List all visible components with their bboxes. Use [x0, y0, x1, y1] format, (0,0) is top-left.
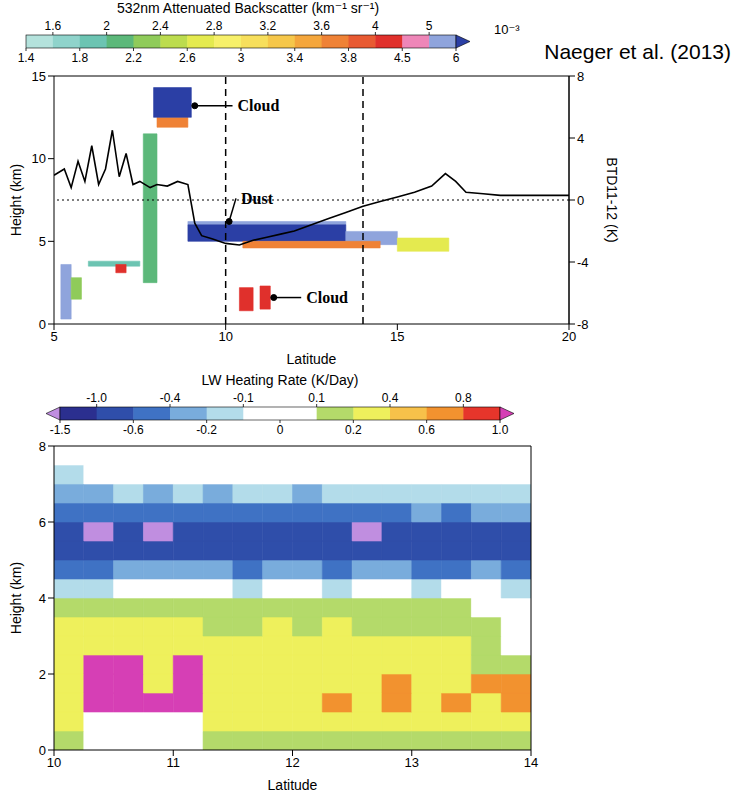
svg-text:15: 15	[32, 69, 46, 84]
svg-text:10: 10	[47, 755, 61, 770]
svg-text:-0.1: -0.1	[233, 391, 254, 405]
svg-text:8: 8	[39, 439, 46, 454]
svg-text:0: 0	[39, 317, 46, 332]
svg-text:2.2: 2.2	[125, 51, 142, 65]
svg-text:-0.2: -0.2	[196, 423, 217, 437]
html-text:10⁻³: 10⁻³	[494, 22, 520, 37]
svg-text:-8: -8	[577, 317, 589, 332]
svg-text:Latitude: Latitude	[287, 351, 337, 367]
svg-text:Cloud: Cloud	[238, 97, 280, 114]
svg-text:0.6: 0.6	[418, 423, 435, 437]
svg-text:4: 4	[577, 131, 584, 146]
svg-text:3: 3	[238, 51, 245, 65]
svg-text:2.6: 2.6	[179, 51, 196, 65]
svg-text:6: 6	[453, 51, 460, 65]
svg-text:0: 0	[39, 743, 46, 758]
svg-text:14: 14	[524, 755, 538, 770]
svg-text:BTD11-12 (K): BTD11-12 (K)	[604, 157, 620, 242]
svg-text:Dust: Dust	[241, 190, 274, 207]
svg-text:Height (km): Height (km)	[8, 164, 24, 236]
svg-text:11: 11	[167, 755, 181, 770]
svg-text:15: 15	[390, 329, 404, 344]
svg-text:13: 13	[405, 755, 419, 770]
html-text:Naeger et al. (2013): Naeger et al. (2013)	[544, 40, 731, 63]
svg-text:-4: -4	[577, 255, 589, 270]
html-text:LW Heating Rate (K/Day): LW Heating Rate (K/Day)	[201, 372, 359, 388]
svg-text:8: 8	[577, 69, 584, 84]
svg-text:10: 10	[218, 329, 232, 344]
svg-text:12: 12	[285, 755, 299, 770]
svg-text:1.4: 1.4	[18, 51, 35, 65]
svg-text:Latitude: Latitude	[268, 777, 318, 793]
svg-text:2.4: 2.4	[152, 19, 169, 33]
svg-text:0.4: 0.4	[382, 391, 399, 405]
svg-text:-0.6: -0.6	[123, 423, 144, 437]
svg-text:3.6: 3.6	[313, 19, 330, 33]
svg-text:4: 4	[372, 19, 379, 33]
svg-text:-1.5: -1.5	[50, 423, 71, 437]
svg-text:2.8: 2.8	[206, 19, 223, 33]
svg-text:4.5: 4.5	[394, 51, 411, 65]
svg-text:0.1: 0.1	[308, 391, 325, 405]
svg-text:20: 20	[562, 329, 576, 344]
svg-text:0.2: 0.2	[345, 423, 362, 437]
svg-text:5: 5	[426, 19, 433, 33]
svg-text:2: 2	[103, 19, 110, 33]
svg-text:Height (km): Height (km)	[8, 562, 24, 634]
svg-text:10: 10	[32, 151, 46, 166]
svg-text:3.4: 3.4	[286, 51, 303, 65]
svg-text:1.8: 1.8	[71, 51, 88, 65]
svg-text:1.0: 1.0	[492, 423, 509, 437]
svg-text:6: 6	[39, 515, 46, 530]
svg-text:-1.0: -1.0	[86, 391, 107, 405]
svg-text:0.8: 0.8	[455, 391, 472, 405]
svg-text:Cloud: Cloud	[306, 289, 348, 306]
svg-text:0: 0	[577, 193, 584, 208]
svg-text:5: 5	[39, 234, 46, 249]
html-text:532nm Attenuated Backscatter (: 532nm Attenuated Backscatter (km⁻¹ sr⁻¹)	[116, 0, 380, 16]
svg-text:3.2: 3.2	[260, 19, 277, 33]
svg-text:-0.4: -0.4	[160, 391, 181, 405]
svg-text:1.6: 1.6	[45, 19, 62, 33]
svg-text:0: 0	[277, 423, 284, 437]
svg-text:5: 5	[50, 329, 57, 344]
svg-text:3.8: 3.8	[340, 51, 357, 65]
svg-text:2: 2	[39, 667, 46, 682]
svg-text:4: 4	[39, 591, 46, 606]
